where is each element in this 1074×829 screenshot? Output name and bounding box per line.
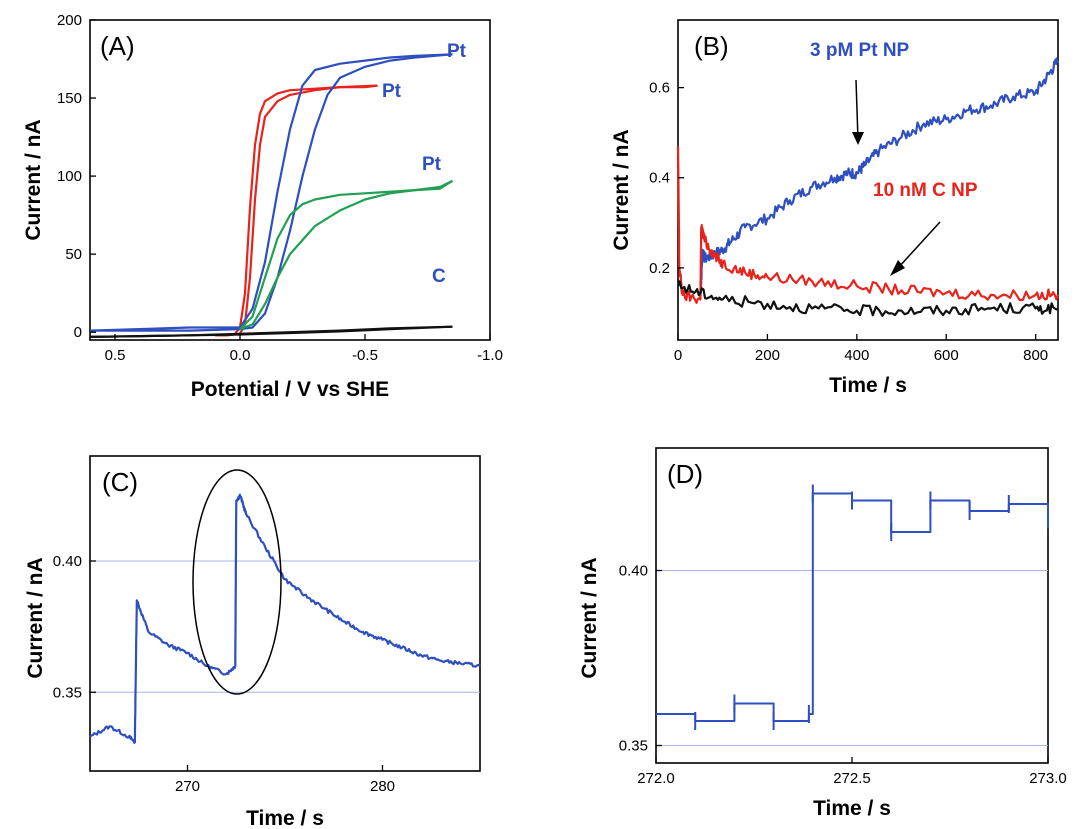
series-line-1 xyxy=(699,57,1060,300)
series-line-8 xyxy=(89,325,453,338)
y-tick-label: 200 xyxy=(57,12,82,29)
panel-c-highlight-ellipse xyxy=(192,469,282,695)
panel-b-arrow-pt-shaft xyxy=(855,79,859,141)
panel-c: 270 280 0.35 0.40 (C) Time / s Current / nA xyxy=(24,455,481,829)
panel-a-plot-frame xyxy=(89,19,491,341)
panel-d-x-axis-title: Time / s xyxy=(813,797,891,820)
panel-c-label: (C) xyxy=(102,467,138,497)
x-tick-label: 800 xyxy=(1023,347,1048,364)
x-tick-label: -1.0 xyxy=(477,347,503,364)
panel-a-annotation-c: C xyxy=(432,266,446,287)
x-tick-label: 0 xyxy=(674,347,682,364)
x-tick-label: -0.5 xyxy=(352,347,378,364)
panel-a-x-axis-title: Potential / V vs SHE xyxy=(191,378,389,401)
x-tick-label: 272.0 xyxy=(637,770,675,787)
series-line-3 xyxy=(89,53,453,332)
panel-b-y-axis-title: Current / nA xyxy=(610,129,633,250)
series-line-5 xyxy=(239,179,454,330)
y-tick-label: 100 xyxy=(57,168,82,185)
panel-d-label: (D) xyxy=(667,459,703,489)
panel-b-annotation-pt-np: 3 pM Pt NP xyxy=(810,40,910,61)
x-tick-label: 0.5 xyxy=(105,347,126,364)
y-tick-label: 0.40 xyxy=(619,563,648,580)
y-tick-label: 0.35 xyxy=(619,738,648,755)
panel-a-annotation-pt-top: Pt xyxy=(447,41,467,62)
panel-b-label: (B) xyxy=(694,31,729,61)
x-tick-label: 600 xyxy=(934,347,959,364)
series-line-6 xyxy=(239,179,453,331)
series-line-2 xyxy=(676,146,1060,304)
x-tick-label: 400 xyxy=(844,347,869,364)
y-tick-label: 0.35 xyxy=(53,684,82,701)
y-tick-label: 50 xyxy=(65,246,82,263)
panel-a-annotation-pt-red: Pt xyxy=(382,81,402,102)
y-tick-label: 0 xyxy=(74,324,82,341)
panel-d: 272.0 272.5 273.0 0.35 0.40 (D) Time / s Cur… xyxy=(578,447,1067,820)
x-tick-label: 272.5 xyxy=(833,770,871,787)
panel-a-annotation-pt-green: Pt xyxy=(422,154,442,175)
y-tick-label: 0.4 xyxy=(649,170,670,187)
x-tick-label: 0.0 xyxy=(230,347,251,364)
panel-d-y-axis-title: Current / nA xyxy=(578,557,601,678)
panel-b-arrow-c-head xyxy=(890,260,905,276)
panel-b-annotation-c-np: 10 nM C NP xyxy=(873,180,978,201)
y-tick-label: 0.40 xyxy=(53,553,82,570)
panel-a-y-axis-title: Current / nA xyxy=(22,119,45,240)
x-tick-label: 200 xyxy=(755,347,780,364)
series-line-3 xyxy=(676,280,1059,317)
x-tick-label: 280 xyxy=(370,778,395,795)
x-tick-label: 270 xyxy=(175,778,200,795)
panel-a: 0.5 0.0 -0.5 -1.0 0 50 100 150 200 (A) Potential… xyxy=(22,12,503,401)
panel-b: 0 200 400 600 800 0.2 0.4 0.6 (B) Time / s Curr… xyxy=(610,19,1060,397)
panel-c-y-axis-title: Current / nA xyxy=(24,557,47,678)
series-line-1 xyxy=(89,493,481,744)
panel-b-arrow-pt-head xyxy=(852,132,864,145)
panel-b-x-axis-title: Time / s xyxy=(829,374,907,397)
y-tick-label: 150 xyxy=(57,90,82,107)
panel-c-plot-frame xyxy=(89,455,481,772)
y-tick-label: 0.2 xyxy=(649,260,670,277)
series-line-1 xyxy=(656,492,1049,722)
panel-a-label: (A) xyxy=(100,31,135,61)
y-tick-label: 0.6 xyxy=(649,80,670,97)
panel-b-arrow-c-shaft xyxy=(897,221,941,269)
x-tick-label: 273.0 xyxy=(1029,770,1067,787)
panel-c-x-axis-title: Time / s xyxy=(246,807,324,829)
